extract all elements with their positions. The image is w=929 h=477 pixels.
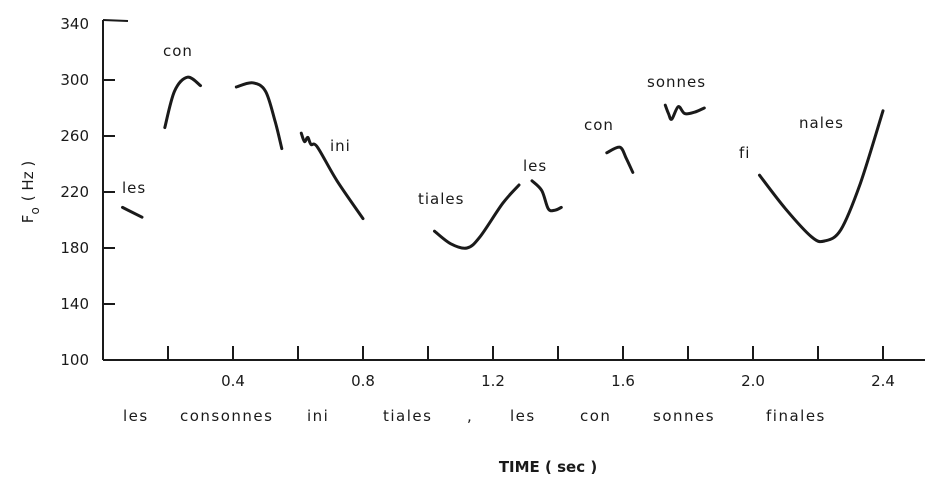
pitch-contour-segment bbox=[163, 75, 202, 130]
pitch-contour-segment bbox=[530, 179, 563, 213]
y-tick-label: 100 bbox=[60, 351, 89, 369]
sentence-word: les bbox=[510, 407, 536, 425]
y-axis-label-f: F bbox=[19, 215, 37, 224]
pitch-contour-segment bbox=[758, 109, 885, 244]
y-tick-label: 180 bbox=[60, 239, 89, 257]
sentence-word: , bbox=[467, 407, 473, 425]
sentence-word: ini bbox=[307, 407, 329, 425]
y-tick-label: 140 bbox=[60, 295, 89, 313]
sentence-word: sonnes bbox=[653, 407, 715, 425]
pitch-contour-segment bbox=[433, 183, 521, 250]
y-axis-top-cap bbox=[102, 19, 129, 22]
pitch-contour-segment bbox=[663, 103, 706, 121]
y-axis-label-sub: o bbox=[28, 207, 42, 214]
sentence-word: les bbox=[123, 407, 149, 425]
y-tick-label: 220 bbox=[60, 183, 89, 201]
sentence-word: con bbox=[580, 407, 611, 425]
x-tick-label: 1.6 bbox=[611, 372, 635, 390]
sentence-word: finales bbox=[766, 407, 826, 425]
sentence-word: consonnes bbox=[180, 407, 273, 425]
y-axis-label-text: Fo ( Hz ) bbox=[19, 161, 42, 223]
y-tick-label: 300 bbox=[60, 71, 89, 89]
segment-label: les bbox=[523, 157, 547, 175]
y-tick-label: 260 bbox=[60, 127, 89, 145]
pitch-contour-segment bbox=[234, 81, 284, 151]
segment-label: les bbox=[122, 179, 146, 197]
segment-label: fi bbox=[739, 144, 750, 162]
segment-label: tiales bbox=[418, 190, 464, 208]
y-tick-label: 340 bbox=[60, 15, 89, 33]
sentence-word: tiales bbox=[383, 407, 432, 425]
x-tick-label: 0.8 bbox=[351, 372, 375, 390]
pitch-contour-segment bbox=[121, 205, 144, 219]
x-tick-label: 1.2 bbox=[481, 372, 505, 390]
segment-labels: les con ini tiales les con sonnes fi nal… bbox=[122, 42, 844, 208]
x-axis-label: TIME ( sec ) bbox=[499, 458, 597, 476]
y-axis-label: Fo ( Hz ) bbox=[19, 161, 42, 223]
axis-ticks: 100 140 180 220 260 300 340 0.4 0.8 1.2 1.6 2.0 2.4 bbox=[60, 15, 895, 390]
x-tick-label: 2.0 bbox=[741, 372, 765, 390]
x-tick-label: 0.4 bbox=[221, 372, 245, 390]
segment-label: con bbox=[584, 116, 614, 134]
segment-label: sonnes bbox=[647, 73, 706, 91]
sentence-row: les consonnes ini tiales , les con sonne… bbox=[123, 407, 826, 425]
x-tick-label: 2.4 bbox=[871, 372, 895, 390]
segment-label: nales bbox=[799, 114, 844, 132]
pitch-contour-segment bbox=[299, 131, 365, 221]
y-axis-label-unit: ( Hz ) bbox=[19, 161, 37, 201]
pitch-contour-segment bbox=[605, 145, 635, 174]
segment-label: ini bbox=[330, 137, 351, 155]
pitch-contours bbox=[121, 75, 885, 250]
segment-label: con bbox=[163, 42, 193, 60]
